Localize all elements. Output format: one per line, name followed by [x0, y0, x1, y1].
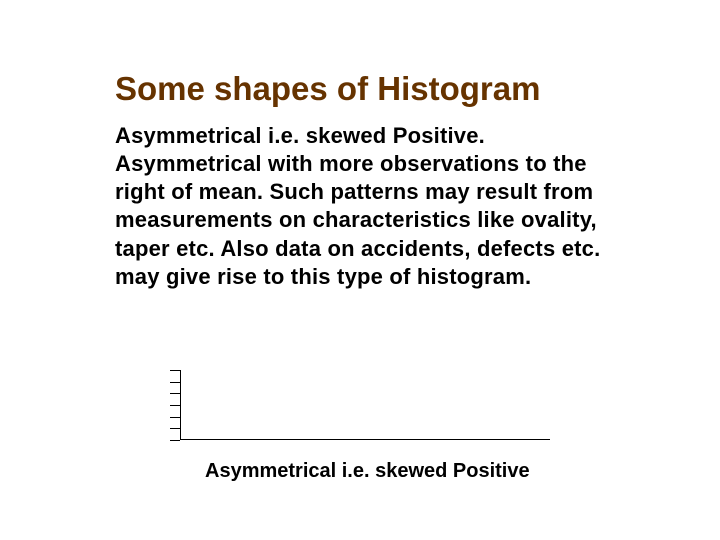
y-axis-ticks	[170, 370, 180, 440]
y-tick	[170, 370, 180, 371]
chart-caption: Asymmetrical i.e. skewed Positive	[205, 460, 530, 483]
slide-title: Some shapes of Histogram	[115, 70, 610, 108]
y-tick	[170, 417, 180, 418]
y-tick	[170, 440, 180, 441]
histogram-chart	[170, 370, 550, 440]
y-tick	[170, 393, 180, 394]
x-axis-line	[180, 439, 550, 440]
y-tick	[170, 382, 180, 383]
slide-body-text: Asymmetrical i.e. skewed Positive. Asymm…	[115, 122, 610, 291]
y-tick	[170, 405, 180, 406]
y-tick	[170, 428, 180, 429]
slide: Some shapes of Histogram Asymmetrical i.…	[0, 0, 720, 540]
y-axis-line	[180, 370, 181, 440]
